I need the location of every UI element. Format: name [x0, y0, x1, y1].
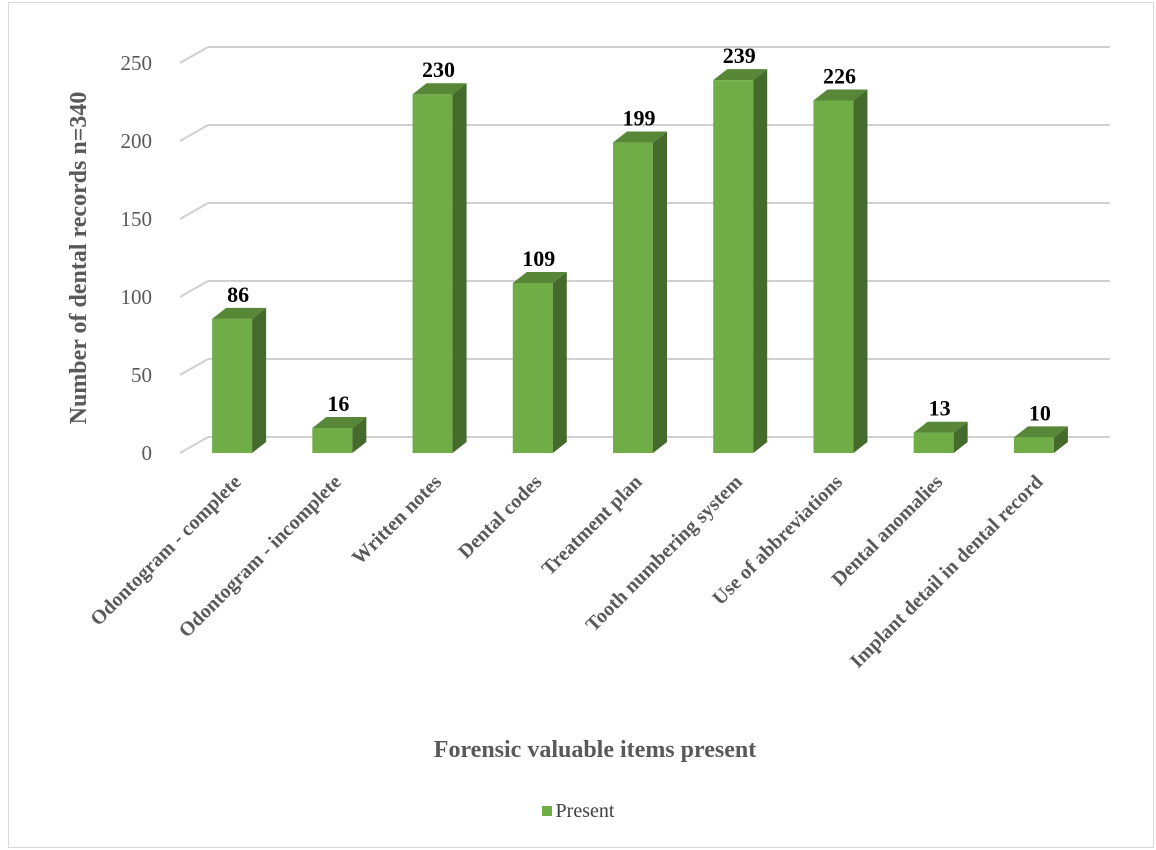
data-label: 13 [929, 396, 951, 421]
data-label: 199 [623, 106, 656, 131]
gridline-depth [179, 436, 209, 454]
x-axis-title: Forensic valuable items present [434, 737, 756, 763]
bar [1013, 437, 1054, 453]
bar-side [252, 307, 267, 453]
bar-top [212, 307, 267, 319]
bar-top [613, 131, 667, 143]
bar-side [1053, 426, 1068, 453]
x-tick-label: Implant detail in dental record [846, 471, 1048, 673]
y-tick-label: 0 [142, 441, 153, 465]
bar [913, 432, 954, 453]
data-label: 226 [823, 63, 856, 88]
x-tick-label: Odontogram - incomplete [175, 471, 346, 642]
gridline-depth [179, 46, 209, 64]
bar-side [853, 89, 868, 453]
data-label: 16 [327, 391, 349, 416]
bar-top [512, 271, 567, 283]
bar [512, 282, 553, 453]
bar [713, 80, 754, 453]
data-label: 109 [522, 246, 555, 271]
y-tick-label: 100 [121, 285, 153, 309]
gridline-depth [179, 280, 209, 298]
bar [813, 100, 854, 453]
y-tick-label: 50 [131, 363, 152, 387]
bar-top [813, 89, 868, 101]
y-tick-label: 250 [121, 51, 153, 75]
bar-side [452, 83, 467, 453]
x-tick-label: Dental codes [454, 471, 546, 563]
data-label: 239 [723, 43, 756, 68]
legend: Present [0, 800, 1156, 823]
bar-side [753, 69, 768, 453]
bar [212, 318, 253, 453]
y-tick-label: 200 [121, 129, 153, 153]
legend-label: Present [555, 800, 615, 822]
bar-side [352, 417, 367, 453]
bar [412, 94, 453, 453]
bar-side [552, 271, 567, 453]
bar-top [913, 421, 968, 433]
bar [613, 142, 653, 453]
x-tick-label: Treatment plan [538, 471, 647, 580]
x-tick-label: Written notes [348, 471, 446, 569]
bar-side [953, 421, 968, 453]
bar-top [312, 417, 367, 429]
data-label: 86 [227, 282, 249, 307]
data-label: 230 [422, 57, 455, 82]
chart-frame [8, 2, 1154, 848]
bar-top [713, 69, 768, 81]
data-label: 10 [1029, 400, 1051, 425]
legend-swatch [541, 806, 552, 816]
bar [312, 428, 353, 453]
y-axis-title: Number of dental records n=340 [66, 92, 92, 425]
gridline-depth [179, 358, 209, 376]
gridline-depth [179, 124, 209, 142]
bar-top [412, 83, 467, 95]
y-tick-label: 150 [121, 207, 153, 231]
gridline-depth [179, 202, 209, 220]
bar-top [1013, 426, 1068, 438]
bar-side [653, 131, 667, 453]
